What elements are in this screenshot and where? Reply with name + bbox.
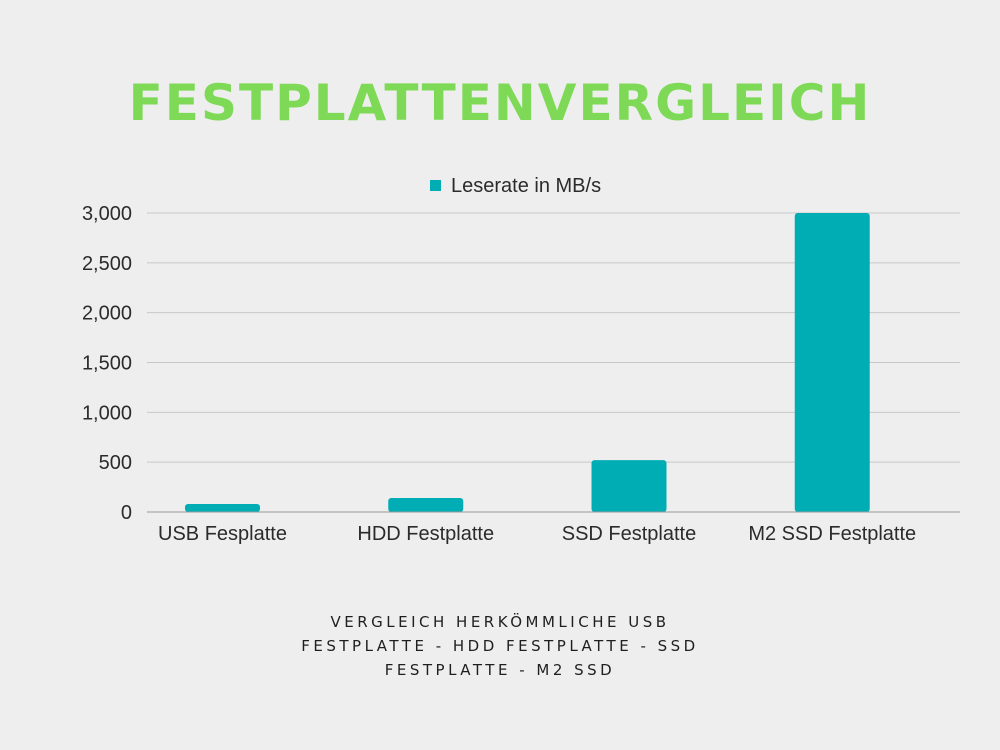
y-tick-label: 0: [121, 502, 132, 524]
bar: [794, 213, 870, 512]
x-tick-label: HDD Festplatte: [357, 523, 494, 545]
y-tick-label: 1,500: [82, 353, 132, 375]
x-tick-label: M2 SSD Festplatte: [748, 523, 916, 545]
y-tick-label: 3,000: [82, 203, 132, 225]
caption: VERGLEICH HERKÖMMLICHE USB FESTPLATTE - …: [0, 610, 1000, 682]
bar-chart: 0 500 1,000 1,500 2,000 2,500 3,000 USB Fesplat…: [82, 175, 960, 545]
page-title: FESTPLATTENVERGLEICH: [128, 74, 872, 132]
bar: [388, 498, 464, 512]
caption-line: VERGLEICH HERKÖMMLICHE USB: [330, 613, 670, 631]
y-tick-label: 1,000: [82, 402, 132, 424]
y-tick-label: 2,000: [82, 303, 132, 325]
caption-line: FESTPLATTE - M2 SSD: [384, 661, 616, 679]
bar: [185, 504, 260, 512]
caption-line: FESTPLATTE - HDD FESTPLATTE - SSD: [301, 637, 699, 655]
x-tick-label: USB Fesplatte: [158, 523, 287, 545]
legend-label: Leserate in MB/s: [451, 175, 601, 197]
x-tick-label: SSD Festplatte: [562, 523, 697, 545]
y-tick-label: 500: [99, 452, 132, 474]
bar: [591, 460, 667, 512]
legend-swatch: [430, 180, 441, 191]
y-tick-label: 2,500: [82, 253, 132, 275]
